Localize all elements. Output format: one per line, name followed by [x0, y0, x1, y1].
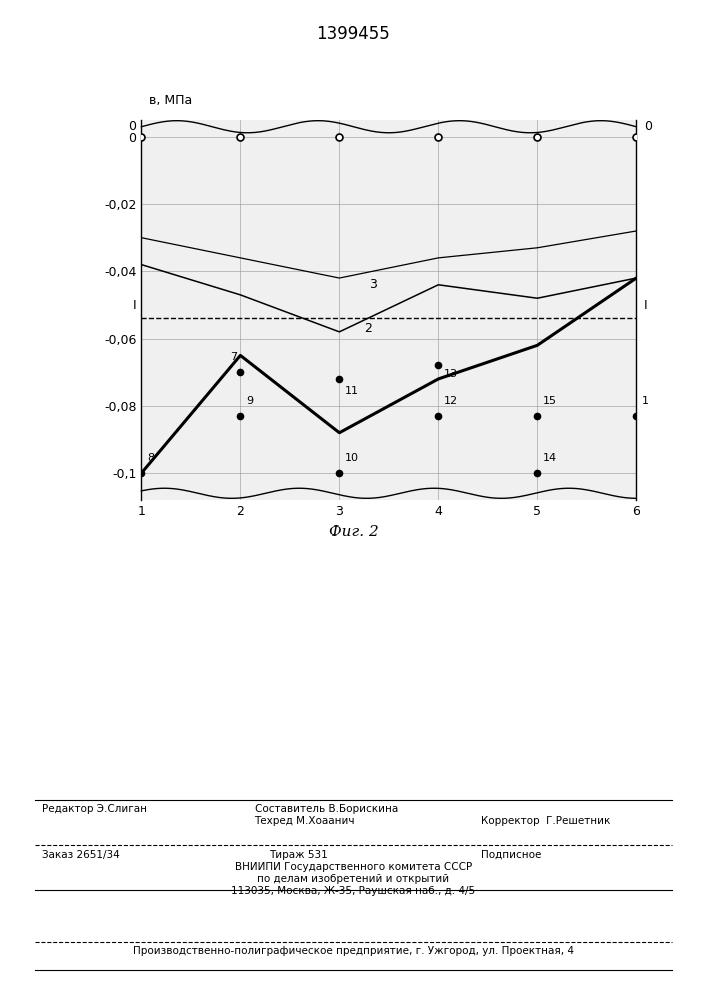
Text: Составитель В.Борискина: Составитель В.Борискина: [255, 804, 398, 814]
Text: Тираж 531: Тираж 531: [269, 850, 327, 860]
Text: 9: 9: [246, 396, 253, 406]
Text: 13: 13: [444, 369, 458, 379]
Text: 0: 0: [129, 120, 136, 133]
Text: 0: 0: [644, 120, 653, 133]
Text: Производственно-полиграфическое предприятие, г. Ужгород, ул. Проектная, 4: Производственно-полиграфическое предприя…: [133, 946, 574, 956]
Text: Техред М.Хоаанич: Техред М.Хоаанич: [255, 816, 355, 826]
Text: 7: 7: [230, 352, 238, 362]
Text: 14: 14: [543, 453, 557, 463]
Text: 3: 3: [369, 278, 377, 291]
Text: Корректор  Г.Решетник: Корректор Г.Решетник: [481, 816, 610, 826]
Text: I: I: [133, 299, 136, 312]
Text: в, МПа: в, МПа: [149, 94, 192, 107]
Text: 2: 2: [364, 322, 372, 335]
Text: по делам изобретений и открытий: по делам изобретений и открытий: [257, 874, 450, 884]
Text: ВНИИПИ Государственного комитета СССР: ВНИИПИ Государственного комитета СССР: [235, 862, 472, 872]
Text: Редактор Э.Слиган: Редактор Э.Слиган: [42, 804, 148, 814]
Text: 1: 1: [642, 396, 649, 406]
Text: 12: 12: [444, 396, 458, 406]
Text: Фиг. 2: Фиг. 2: [329, 525, 378, 539]
Text: Подписное: Подписное: [481, 850, 541, 860]
Text: 8: 8: [147, 453, 154, 463]
Text: 11: 11: [345, 386, 359, 396]
Text: I: I: [644, 299, 648, 312]
Text: 113035, Москва, Ж-35, Раушская наб., д. 4/5: 113035, Москва, Ж-35, Раушская наб., д. …: [231, 886, 476, 896]
Text: 10: 10: [345, 453, 359, 463]
Text: 15: 15: [543, 396, 557, 406]
Text: Заказ 2651/34: Заказ 2651/34: [42, 850, 120, 860]
Text: 1399455: 1399455: [317, 25, 390, 43]
